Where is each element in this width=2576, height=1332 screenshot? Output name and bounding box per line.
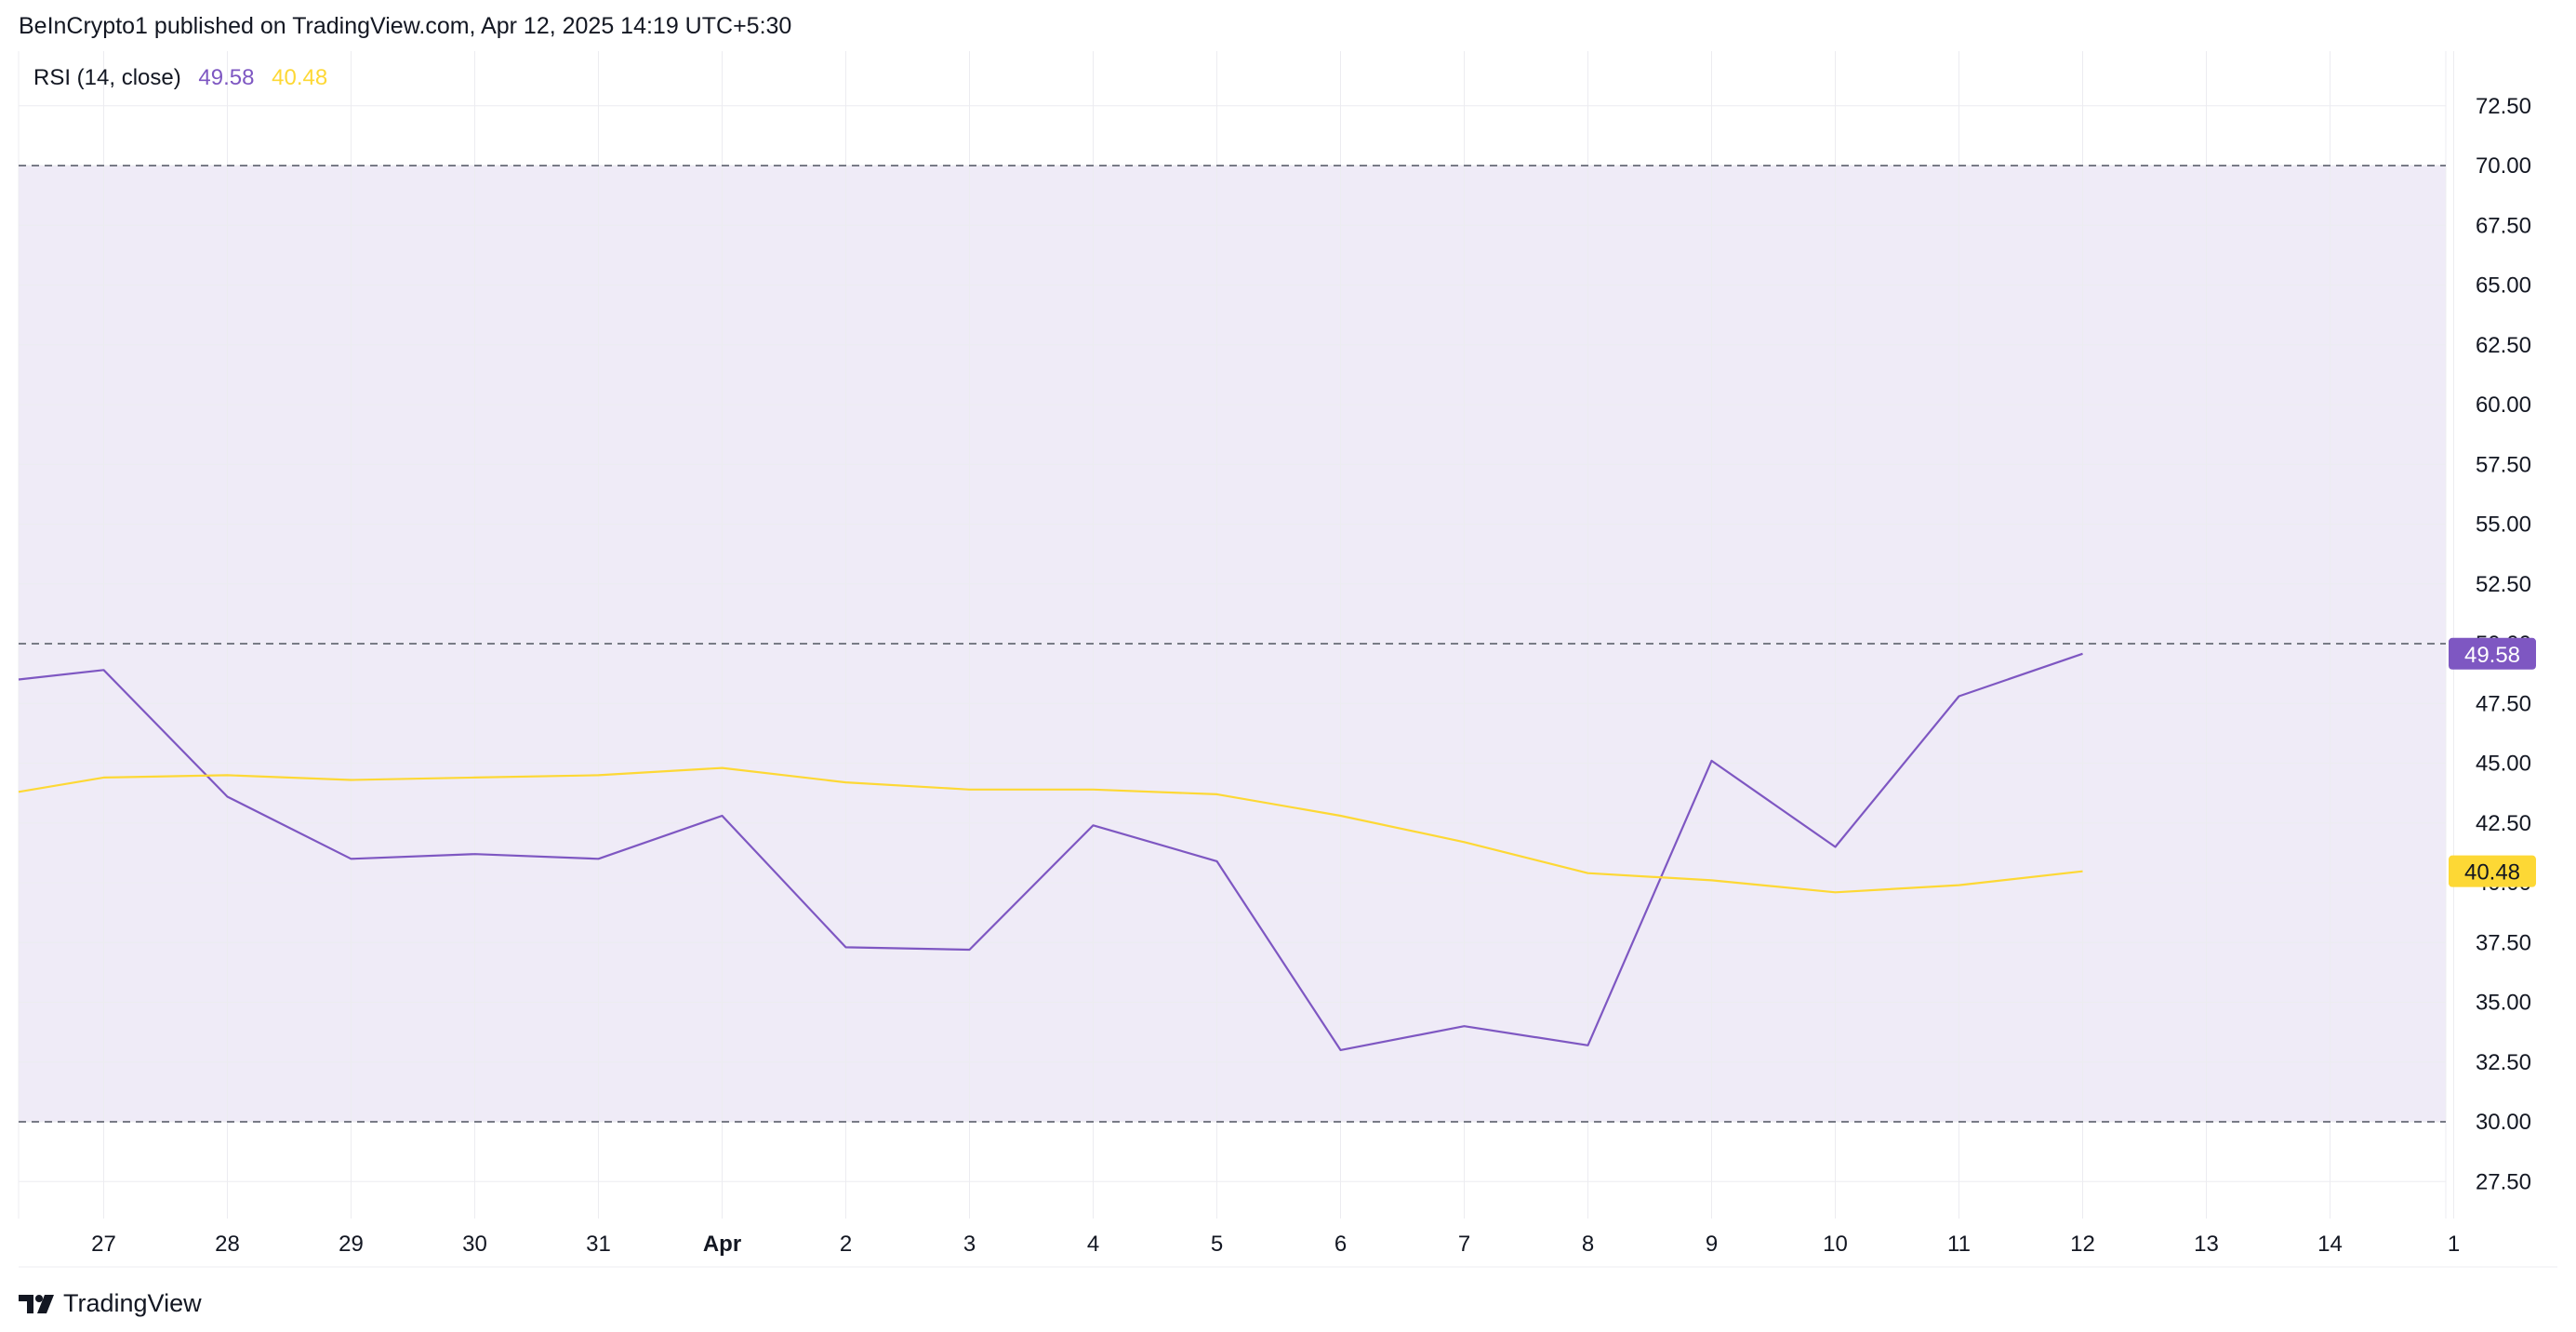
x-tick-label: 6 [1334,1232,1347,1257]
y-tick-label: 37.50 [2476,930,2531,955]
x-tick-label: 30 [462,1232,487,1257]
x-tick-label: 4 [1087,1232,1099,1257]
x-tick-label: 7 [1458,1232,1470,1257]
y-tick-label: 57.50 [2476,452,2531,477]
tradingview-footer[interactable]: TradingView [19,1289,202,1318]
y-tick-label: 42.50 [2476,811,2531,836]
y-tick-label: 35.00 [2476,991,2531,1016]
x-tick-label: 1 [2448,1232,2460,1257]
x-tick-label: 9 [1706,1232,1718,1257]
rsi-ma-line [18,766,2083,894]
ma-legend-value: 40.48 [272,65,328,90]
y-tick-label: 67.50 [2476,213,2531,238]
publisher-text: BeInCrypto1 published on TradingView.com… [19,13,792,39]
x-tick-label: Apr [703,1232,741,1257]
ma-price-badge [2449,855,2536,887]
y-tick-label: 52.50 [2476,572,2531,597]
rsi-line [18,652,2083,1052]
x-tick-label: 28 [215,1232,240,1257]
x-tick-label: 11 [1947,1232,1971,1257]
x-tick-label: 2 [840,1232,852,1257]
tradingview-logo-icon [19,1294,54,1313]
y-tick-label: 62.50 [2476,333,2531,358]
y-tick-label: 32.50 [2476,1050,2531,1075]
y-tick-label: 65.00 [2476,273,2531,299]
x-tick-label: 14 [2317,1232,2343,1257]
y-tick-label: 70.00 [2476,153,2531,179]
y-tick-label: 47.50 [2476,691,2531,716]
y-tick-label: 27.50 [2476,1169,2531,1194]
publisher-header: BeInCrypto1 published on TradingView.com… [19,13,791,40]
x-tick-label: 3 [963,1232,976,1257]
y-axis[interactable]: 72.50 70.00 67.50 65.00 62.50 60.00 57.50 55.00… [2476,94,2531,1195]
brand-name: TradingView [63,1289,202,1317]
x-axis[interactable]: 27 28 29 30 31 Apr 2 3 4 5 6 7 8 9 10 11 12 13 14 1 [91,1232,2460,1257]
y-tick-label: 55.00 [2476,513,2531,538]
x-tick-label: 27 [91,1232,116,1257]
grid [18,51,2557,1268]
price-badges: 49.58 40.48 [2449,637,2536,887]
indicator-name: RSI (14, close) [33,65,181,90]
y-tick-label: 60.00 [2476,393,2531,418]
y-tick-label: 72.50 [2476,94,2531,119]
rsi-legend-value: 49.58 [198,65,255,90]
x-tick-label: 8 [1582,1232,1594,1257]
indicator-legend[interactable]: RSI (14, close) 49.58 40.48 [33,65,327,91]
x-tick-label: 5 [1211,1232,1223,1257]
x-tick-label: 29 [339,1232,364,1257]
y-tick-label: 30.00 [2476,1110,2531,1135]
rsi-badge-label: 49.58 [2464,643,2520,668]
level-lines [19,165,2446,1123]
x-tick-label: 10 [1823,1232,1848,1257]
series-lines [18,652,2083,1052]
ma-badge-label: 40.48 [2464,860,2520,886]
rsi-price-badge [2449,637,2536,670]
x-tick-label: 12 [2070,1232,2095,1257]
x-tick-label: 13 [2194,1232,2219,1257]
x-tick-label: 31 [586,1232,611,1257]
y-tick-label: 45.00 [2476,752,2531,777]
